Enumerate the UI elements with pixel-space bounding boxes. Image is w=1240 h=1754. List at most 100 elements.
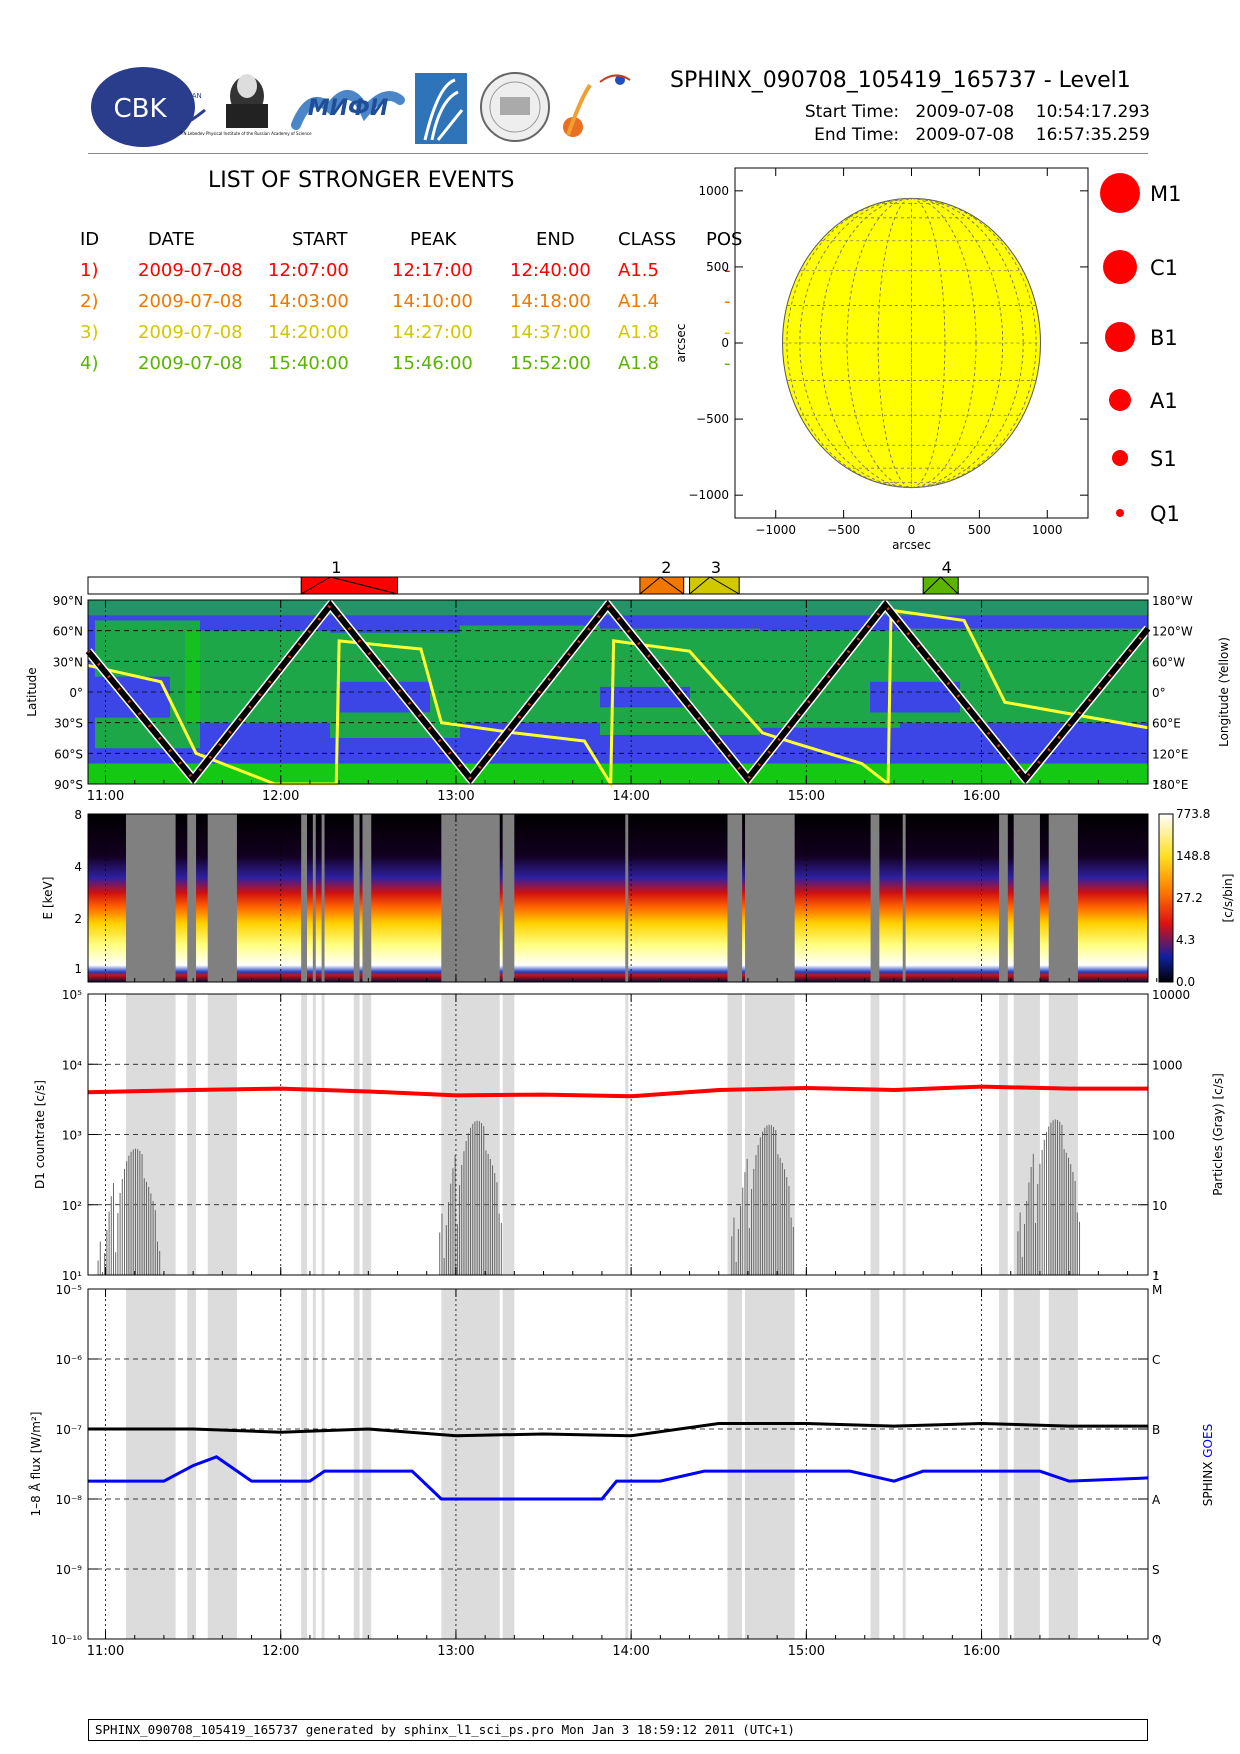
- event-id: 1): [80, 260, 99, 281]
- data-gap-band: [625, 814, 629, 982]
- data-gap-band: [870, 814, 880, 982]
- data-gap-band: [362, 994, 372, 1275]
- event-id: 4): [80, 353, 99, 374]
- orbit-land-region: [600, 628, 760, 735]
- event-start: 15:40:00: [268, 353, 349, 374]
- event-peak-marker: [639, 576, 684, 595]
- data-gap-band: [362, 814, 372, 982]
- col-peak-header: PEAK: [410, 229, 457, 250]
- time-tick-label: 11:00: [87, 789, 124, 804]
- data-gap-band: [999, 1289, 1008, 1639]
- event-row: 1) 2009-07-08 12:07:00 12:17:00 12:40:00…: [80, 255, 742, 286]
- event-date: 2009-07-08: [138, 260, 243, 281]
- start-time: 10:54:17.293: [1035, 102, 1150, 122]
- data-gap-band: [187, 1289, 197, 1639]
- disk-y-tick-label: −1000: [688, 488, 729, 502]
- event-id: 2): [80, 291, 99, 312]
- data-gap-band: [441, 1289, 500, 1639]
- goes-class-label: A: [1152, 1493, 1161, 1507]
- particles-y-tick-label: 10: [1152, 1199, 1167, 1213]
- legend-circle: [1109, 389, 1131, 411]
- time-tick-label: 12:00: [262, 1644, 299, 1659]
- data-gap-band: [727, 1289, 743, 1639]
- event-peak: 14:27:00: [392, 322, 473, 343]
- flux-right-label-sphinx: SPHINX: [1201, 1462, 1215, 1507]
- event-class: A1.4: [618, 291, 659, 312]
- legend-label: B1: [1150, 326, 1178, 350]
- data-gap-band: [999, 994, 1008, 1275]
- event-number-label: 1: [331, 558, 341, 577]
- time-tick-label: 14:00: [612, 1644, 649, 1659]
- event-peak-marker: [689, 576, 740, 595]
- disk-y-tick-label: 0: [721, 336, 729, 350]
- data-gap-band: [999, 814, 1008, 982]
- orbit-frame: [87, 599, 1149, 785]
- flux-y-tick-label: 10⁻⁸: [56, 1493, 83, 1507]
- orbit-lat-tick-label: 0°: [69, 686, 83, 700]
- orbit-right-label: Longitude (Yellow): [1217, 637, 1231, 747]
- data-gap-band: [902, 814, 906, 982]
- spectrogram-y-label: E [keV]: [41, 877, 55, 920]
- d1-y-tick-label: 10¹: [62, 1269, 82, 1283]
- orbit-lat-tick-label: 60°N: [53, 625, 83, 639]
- disk-x-tick-label: 500: [968, 523, 991, 537]
- event-pos: -: [724, 291, 731, 312]
- end-date: 2009-07-08: [915, 125, 1015, 145]
- latitude-track-intensity: [86, 602, 1150, 782]
- goes-class-label: Q: [1152, 1633, 1161, 1647]
- goes-class-label: M: [1152, 1283, 1162, 1297]
- event-end: 12:40:00: [510, 260, 591, 281]
- time-tick-label: 13:00: [437, 789, 474, 804]
- flux-y-tick-label: 10⁻⁶: [56, 1353, 83, 1367]
- col-start-header: START: [292, 229, 348, 250]
- data-gap-band: [301, 1289, 308, 1639]
- flux-right-label-goes: GOES: [1201, 1424, 1215, 1458]
- pan-logo-text: PAN: [188, 92, 202, 100]
- data-gap-band: [902, 1289, 906, 1639]
- particles-y-tick-label: 100: [1152, 1129, 1175, 1143]
- data-gap-band: [870, 1289, 880, 1639]
- event-date: 2009-07-08: [138, 353, 243, 374]
- mifi-logo: МИФИ: [291, 90, 405, 130]
- cbk-logo-text: CBK: [113, 94, 167, 124]
- data-gap-band: [353, 1289, 360, 1639]
- event-end: 14:18:00: [510, 291, 591, 312]
- particles-y-tick-label: 1000: [1152, 1058, 1183, 1072]
- disk-x-label: arcsec: [892, 538, 931, 552]
- event-number-label: 4: [942, 558, 952, 577]
- colorbar-tick-label: 148.8: [1176, 849, 1210, 863]
- time-tick-label: 16:00: [963, 789, 1000, 804]
- d1-countrate-line: [87, 1084, 1148, 1099]
- time-tick-label: 14:00: [612, 789, 649, 804]
- legend-circle: [1105, 322, 1135, 352]
- flux-y-label: 1–8 Å flux [W/m²]: [28, 1412, 43, 1517]
- swirl-logo: [563, 74, 631, 137]
- data-gap-band: [353, 994, 360, 1275]
- disk-y-label: arcsec: [674, 324, 688, 363]
- data-gap-band: [502, 1289, 515, 1639]
- goes-flux-line: [88, 1455, 1149, 1501]
- start-time-line: Start Time: 2009-07-08 10:54:17.293: [805, 102, 1150, 122]
- orbit-lon-tick-label: 60°E: [1152, 717, 1181, 731]
- colorbar: [1158, 813, 1174, 983]
- event-class: A1.8: [618, 353, 659, 374]
- col-class-header: CLASS: [618, 229, 677, 250]
- col-id-header: ID: [80, 229, 100, 250]
- data-gap-band: [902, 994, 906, 1275]
- sphinx-flux-line: [88, 1421, 1148, 1438]
- event-date: 2009-07-08: [138, 291, 243, 312]
- disk-x-tick-label: 0: [908, 523, 916, 537]
- data-gap-band: [727, 814, 743, 982]
- event-id: 3): [80, 322, 99, 343]
- data-gap-band: [1013, 1289, 1040, 1639]
- flux-y-tick-label: 10⁻¹⁰: [51, 1633, 82, 1647]
- cbk-pan-logo: CBK PAN: [91, 67, 206, 147]
- d1-y-tick-label: 10⁴: [62, 1058, 82, 1072]
- footer-caption: SPHINX_090708_105419_165737 generated by…: [88, 1719, 1148, 1741]
- disk-meridian-line: [786, 198, 1037, 488]
- disk-y-tick-label: 500: [706, 260, 729, 274]
- event-bar: [300, 576, 399, 595]
- data-gap-band: [1048, 814, 1078, 982]
- event-peak-marker: [300, 576, 398, 595]
- legend-label: A1: [1150, 389, 1178, 413]
